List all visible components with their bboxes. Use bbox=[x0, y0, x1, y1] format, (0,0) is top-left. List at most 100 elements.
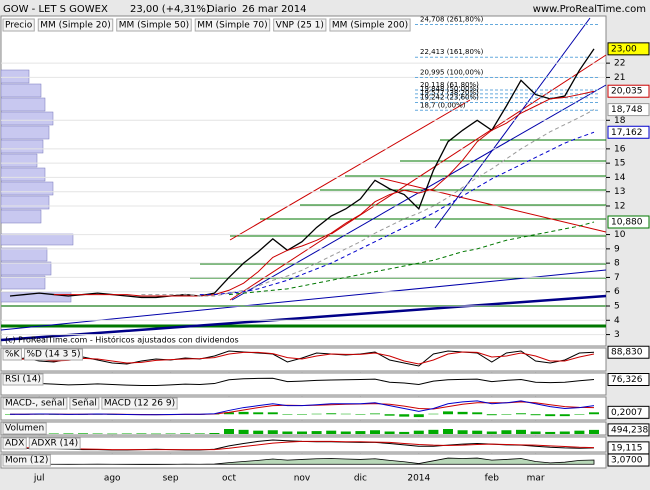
indicator-legend-box bbox=[2, 373, 44, 386]
indicator-bar bbox=[370, 413, 380, 415]
indicator-bar bbox=[370, 430, 380, 434]
indicator-legend: ADXR (14) bbox=[31, 439, 78, 449]
indicator-bar bbox=[107, 433, 118, 435]
indicator-bar bbox=[253, 412, 264, 415]
indicator-legend-box bbox=[2, 437, 27, 450]
y-tick-label: 21 bbox=[614, 73, 625, 83]
indicator-bar bbox=[472, 412, 483, 415]
indicator-legend-box bbox=[28, 437, 81, 450]
value-label: 494,238 bbox=[611, 425, 648, 435]
value-label: 23,00 bbox=[611, 44, 637, 54]
fib-label: 22,413 (161,80%) bbox=[420, 48, 484, 56]
value-label: 3,0700 bbox=[611, 456, 643, 466]
indicator-legend: Señal bbox=[72, 399, 97, 409]
legend-box bbox=[194, 18, 271, 32]
indicator-bar bbox=[267, 430, 278, 434]
fib-label: 24,708 (261,80%) bbox=[420, 15, 484, 23]
indicator-bar bbox=[413, 414, 424, 418]
indicator-bar bbox=[399, 431, 410, 434]
indicator-bar bbox=[589, 412, 599, 415]
indicator-bar bbox=[457, 411, 468, 415]
source: www.ProRealTime.com bbox=[533, 4, 646, 15]
x-tick-label: feb bbox=[485, 474, 500, 484]
indicator-bar bbox=[516, 413, 526, 415]
value-label: 18,748 bbox=[611, 105, 643, 115]
fib-label: 20,995 (100,00%) bbox=[420, 69, 484, 77]
indicator-bar bbox=[311, 413, 322, 415]
indicator-bar bbox=[545, 431, 556, 434]
indicator-bar bbox=[151, 433, 161, 435]
indicator-bar bbox=[428, 413, 439, 415]
indicator-bar bbox=[180, 433, 191, 434]
x-tick-label: mar bbox=[527, 474, 545, 484]
value-label: 17,162 bbox=[611, 128, 643, 138]
indicator-legend: MACD (12 26 9) bbox=[104, 399, 175, 409]
indicator-panel bbox=[0, 347, 607, 372]
indicator-bar bbox=[78, 433, 88, 434]
indicator-bar bbox=[326, 430, 337, 434]
indicator-legend-box bbox=[2, 348, 22, 361]
x-tick-label: oct bbox=[222, 474, 236, 484]
y-tick-label: 5 bbox=[614, 302, 620, 312]
y-tick-label: 3 bbox=[614, 330, 620, 340]
series-line bbox=[9, 377, 595, 386]
indicator-bar bbox=[486, 431, 497, 434]
value-label-box bbox=[607, 84, 650, 98]
x-tick-label: jul bbox=[33, 474, 45, 484]
indicator-legend-box bbox=[2, 454, 51, 467]
indicator-bar bbox=[574, 414, 585, 415]
y-tick-label: 6 bbox=[614, 287, 620, 297]
watermark: (c) ProRealTime.com - Históricos ajustad… bbox=[5, 335, 239, 345]
indicator-bar bbox=[457, 430, 468, 434]
y-tick-label: 12 bbox=[614, 202, 625, 212]
indicator-bar bbox=[530, 431, 541, 434]
legend-item: VNP (25 1) bbox=[276, 21, 324, 31]
indicator-bar bbox=[282, 414, 293, 415]
indicator-bar bbox=[282, 431, 293, 434]
y-tick-label: 18 bbox=[614, 116, 626, 126]
value-label: 88,830 bbox=[611, 348, 643, 358]
indicator-legend: %K bbox=[5, 350, 21, 360]
indicator-area bbox=[9, 457, 595, 465]
indicator-legend: RSI (14) bbox=[5, 375, 41, 385]
indicator-legend-box bbox=[69, 397, 100, 410]
period: Diario bbox=[207, 4, 237, 15]
indicator-legend: ADX bbox=[5, 439, 24, 449]
last-change: 23,00 (+4,31%) bbox=[130, 4, 210, 15]
value-label-box bbox=[607, 125, 650, 139]
legend-item: MM (Simple 20) bbox=[40, 21, 110, 31]
indicator-bar bbox=[253, 430, 264, 434]
fib-label: 20,118 (61,80%) bbox=[420, 81, 479, 89]
price-panel bbox=[0, 15, 607, 347]
y-tick-label: 14 bbox=[614, 173, 626, 183]
indicator-bar bbox=[399, 414, 410, 417]
indicator-bar bbox=[355, 414, 366, 415]
series-line bbox=[199, 131, 595, 296]
y-tick-label: 8 bbox=[614, 259, 620, 269]
indicator-legend-box bbox=[2, 422, 47, 435]
indicator-bar bbox=[311, 431, 322, 434]
x-tick-label: ago bbox=[104, 474, 121, 484]
series-line bbox=[228, 221, 595, 296]
indicator-panel bbox=[0, 372, 607, 396]
value-label-box bbox=[607, 423, 650, 437]
x-tick-label: sep bbox=[163, 474, 179, 484]
indicator-bar bbox=[559, 414, 570, 417]
indicator-bar bbox=[516, 429, 526, 434]
value-label-box bbox=[607, 453, 650, 467]
indicator-bar bbox=[92, 433, 103, 434]
series-line bbox=[10, 400, 595, 416]
indicator-bar bbox=[209, 433, 220, 434]
indicator-bar bbox=[136, 433, 147, 434]
legend-box bbox=[273, 18, 327, 32]
indicator-bar bbox=[428, 429, 439, 434]
y-tick-label: 15 bbox=[614, 159, 625, 169]
y-tick-label: 7 bbox=[614, 273, 620, 283]
indicator-bar bbox=[238, 429, 249, 434]
y-tick-label: 16 bbox=[614, 144, 626, 154]
indicator-bar bbox=[326, 413, 337, 415]
indicator-legend-box bbox=[2, 397, 68, 410]
indicator-bar bbox=[574, 430, 585, 434]
value-label: 20,035 bbox=[611, 87, 643, 97]
